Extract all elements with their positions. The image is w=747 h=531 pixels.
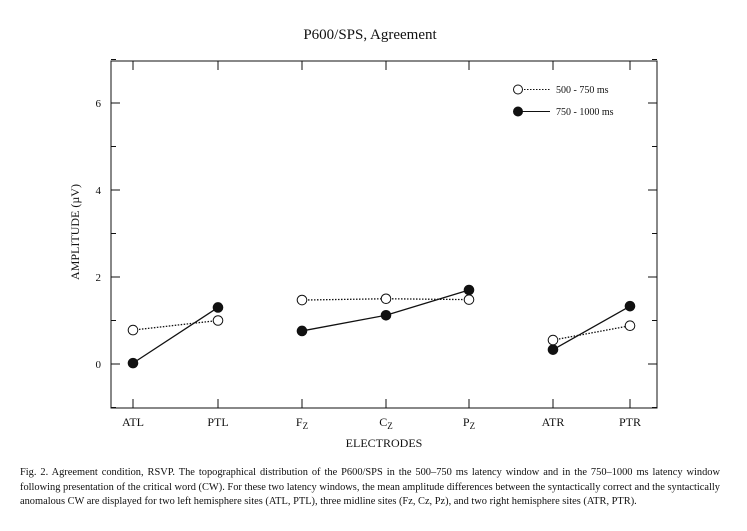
chart: P600/SPS, Agreement 0 2 4 6 ATL PTL FZ CZ PZ ATR…	[68, 27, 658, 450]
series-0-point-atr	[547, 334, 559, 346]
series-0-point-ptl	[212, 315, 224, 326]
x-tick-label-atl: ATL	[122, 415, 144, 429]
x-tick-label-ptr: PTR	[619, 415, 641, 429]
series-0-point-ptr	[624, 320, 636, 332]
series-1-point-cz	[380, 309, 392, 321]
x-tick-label-pz: PZ	[463, 415, 475, 431]
chart-title: P600/SPS, Agreement	[303, 27, 437, 43]
x-tick-label-atr: ATR	[542, 415, 565, 429]
figure-caption: Fig. 2. Agreement condition, RSVP. The t…	[20, 467, 720, 507]
series-0-segment	[385, 298, 470, 301]
y-axis-label: AMPLITUDE (µV)	[68, 184, 82, 280]
x-tick-label-fz: FZ	[296, 415, 308, 431]
series-0-point-cz	[380, 293, 392, 305]
legend: 500 - 750 ms 750 - 1000 ms	[513, 84, 614, 118]
series-1-segment	[301, 314, 387, 332]
series-1-point-pz	[463, 284, 475, 296]
x-tick-label-ptl: PTL	[207, 415, 228, 429]
series-0-segment	[132, 319, 219, 331]
legend-marker-500-750	[513, 84, 523, 95]
series-1-point-ptl	[212, 302, 224, 313]
legend-label-500-750: 500 - 750 ms	[556, 85, 609, 96]
series-1-point-atl	[127, 357, 139, 369]
y-tick-label: 2	[96, 272, 102, 284]
y-axis: 0 2 4 6	[96, 59, 657, 408]
y-tick-label: 4	[96, 185, 102, 197]
x-tick-label-cz: CZ	[379, 415, 393, 431]
series-1-segment	[385, 289, 470, 316]
series-0-segment	[301, 298, 387, 301]
legend-marker-750-1000	[513, 106, 523, 117]
series-1-point-atr	[547, 344, 559, 355]
x-axis-label: ELECTRODES	[346, 436, 423, 450]
y-tick-label: 6	[96, 98, 102, 110]
series-1-segment	[132, 306, 219, 364]
series-0-point-fz	[296, 294, 308, 306]
legend-label-750-1000: 750 - 1000 ms	[556, 107, 614, 118]
plot-frame	[110, 60, 658, 409]
series-layer	[127, 284, 636, 369]
series-0-segment	[552, 325, 631, 341]
series-1-point-ptr	[624, 300, 636, 312]
series-1-segment	[552, 305, 631, 351]
series-0-point-atl	[127, 324, 139, 336]
y-tick-label: 0	[96, 359, 102, 371]
series-1-point-fz	[296, 325, 308, 337]
series-0-point-pz	[463, 294, 475, 305]
